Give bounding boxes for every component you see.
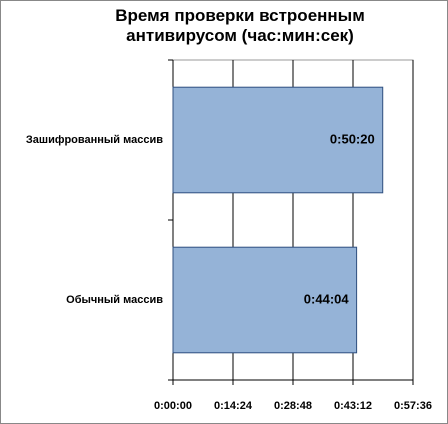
x-tick-label: 0:57:36 bbox=[394, 400, 432, 412]
x-tick-label: 0:28:48 bbox=[274, 400, 312, 412]
x-tick-label: 0:43:12 bbox=[334, 400, 372, 412]
x-tick-label: 0:00:00 bbox=[154, 400, 192, 412]
bar bbox=[172, 86, 384, 194]
value-label: 0:50:20 bbox=[330, 131, 375, 146]
value-label: 0:44:04 bbox=[304, 291, 350, 306]
y-tick-label: Обычный массив bbox=[66, 294, 163, 306]
y-tick-label: Зашифрованный массив bbox=[26, 134, 163, 146]
chart-title: Время проверки встроенным антивирусом (ч… bbox=[115, 6, 365, 45]
x-tick-label: 0:14:24 bbox=[214, 400, 253, 412]
bar bbox=[172, 246, 358, 354]
